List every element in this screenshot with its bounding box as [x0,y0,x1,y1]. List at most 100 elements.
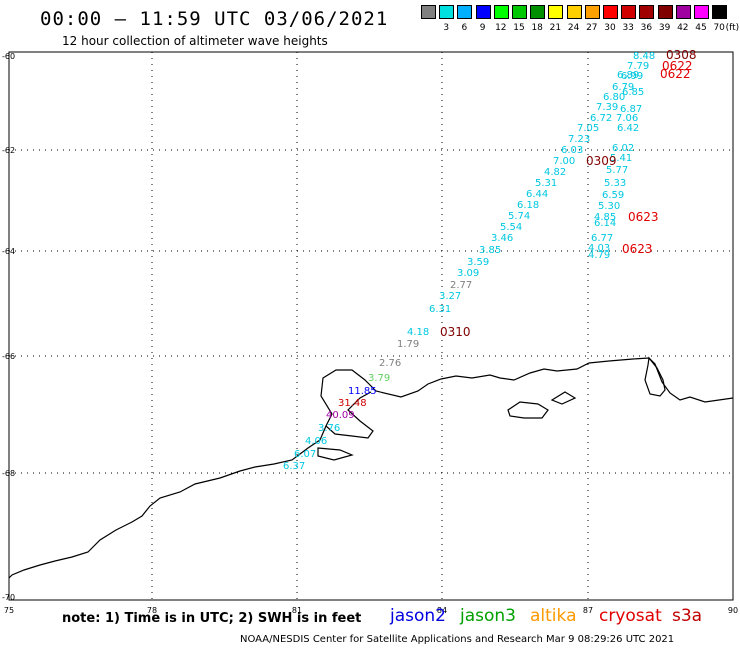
wave-height-value: 6.31 [429,304,451,315]
wave-height-value: 6.80 [603,92,625,103]
wave-height-value: 6.07 [294,449,316,460]
pass-time-label: 0623 [622,242,653,256]
wave-height-value: 7.79 [627,61,649,72]
legend-label: 33 [622,23,634,33]
wave-height-values: 8.487.796.996.896.796.856.807.396.72 6.87… [283,51,655,472]
legend-swatch [421,5,436,19]
legend-swatch [712,5,728,19]
satellite-altika: altika [530,606,577,626]
legend-swatch [621,5,637,19]
legend-label: 3 [443,23,450,33]
wave-height-value: 5.41 [610,153,632,164]
wave-height-value: 3.79 [368,373,390,384]
wave-height-value: 4.03 [588,243,610,254]
wave-height-value: 31.48 [338,398,367,409]
wave-height-value: 3.59 [467,257,489,268]
wave-height-value: 4.18 [407,327,429,338]
wave-height-value: 2.77 [450,280,472,291]
lat-label: -68 [2,469,15,478]
wave-height-value: 6.03 [561,145,583,156]
wave-height-value: 4.82 [544,167,566,178]
wave-height-value: 7.23 [568,134,590,145]
pass-time-label: 0308 [666,48,697,62]
wave-height-value: 6.79 [612,82,634,93]
legend-label: 15 [513,23,525,33]
legend-label: 9 [479,23,486,33]
satellite-jason3: jason3 [460,606,516,626]
map-frame [8,51,734,601]
legend-label: 39 [658,23,671,33]
pass-time-label: 0309 [586,154,617,168]
legend-swatch [530,5,546,19]
lon-label: 75 [4,606,14,615]
wave-height-value: 5.54 [500,222,522,233]
wave-height-value: 3.09 [457,268,479,279]
legend-label: 12 [495,23,507,33]
legend-label: 70 [713,23,725,33]
legend-label: 42 [677,23,689,33]
satellite-s3a: s3a [672,606,703,626]
lat-label: -70 [2,593,15,602]
wave-height-value: 5.31 [535,178,557,189]
legend-label: 21 [549,23,562,33]
legend-swatch [475,5,491,19]
lat-label: -62 [2,146,15,155]
wave-height-value: 3.76 [318,423,340,434]
wave-height-value: 11.85 [348,386,377,397]
wave-height-value: 4.06 [305,436,327,447]
lat-label: -64 [2,247,15,256]
lat-axis-labels: -60 -62 -64 -66 -68 -70 [2,52,15,602]
wave-height-value: 6.14 [594,218,616,229]
wave-height-value: 7.05 [577,123,599,134]
legend-label: 24 [567,23,580,33]
wave-height-value: 7.39 [596,102,618,113]
wave-height-value: 6.85 [622,87,644,98]
lat-label: -66 [2,352,15,361]
wave-height-value: 5.77 [606,165,628,176]
lon-axis-labels: 75 78 81 84 87 90 [4,606,738,615]
wave-height-value: 6.37 [283,461,305,472]
coastline [8,356,734,579]
wave-height-value: 5.33 [604,178,626,189]
wave-height-value: 8.48 [633,51,655,62]
legend-label: 18 [531,23,543,33]
legend-swatch [548,5,564,19]
pass-time-label: 0622 [660,67,691,81]
wave-height-value: 6.44 [526,189,548,200]
lon-label: 90 [728,606,738,615]
wave-height-value: 3.46 [491,233,513,244]
wave-height-value: 6.89 [617,70,639,81]
wave-height-value: 7.00 [553,156,575,167]
wave-height-value: 4.85 [594,212,616,223]
legend-swatch [457,5,473,19]
wave-height-value: 6.87 [620,104,642,115]
legend-label: 36 [640,23,653,33]
lon-label: 84 [437,606,447,615]
page-subtitle: 12 hour collection of altimeter wave hei… [62,34,328,48]
page-title: 00:00 – 11:59 UTC 03/06/2021 [40,8,389,30]
legend-swatch [493,5,509,19]
pass-time-label: 0310 [440,325,471,339]
satellite-jason2: jason2 [390,606,446,626]
legend-swatch [603,5,618,19]
lon-label: 78 [147,606,157,615]
pass-time-label: 0622 [662,59,693,73]
legend-label: 27 [586,23,598,33]
legend-swatch [566,5,582,19]
legend-swatch [694,5,709,19]
wave-height-value: 6.18 [517,200,539,211]
wave-height-value: 40.09 [326,410,355,421]
wave-height-value: 6.72 [590,113,612,124]
wave-height-value: 3.27 [439,291,461,302]
satellite-cryosat: cryosat [599,606,662,626]
lat-label: -60 [2,52,15,61]
wave-height-value: 4.79 [588,250,610,261]
lon-label: 81 [292,606,302,615]
legend-swatch [639,5,655,19]
wave-height-value: 5.30 [598,201,620,212]
legend-label: 30 [604,23,616,33]
pass-time-label: 0623 [628,210,659,224]
